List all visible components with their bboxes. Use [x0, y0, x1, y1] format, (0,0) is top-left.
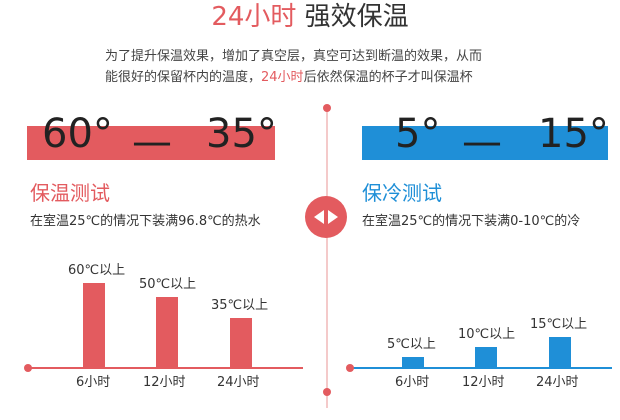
- hot-section-title: 保温测试: [30, 181, 110, 205]
- page-title: 24小时 强效保温: [0, 2, 620, 32]
- description-line-2-end: 后依然保温的杯子才叫保温杯: [303, 70, 473, 85]
- cold-bar-3: [549, 337, 571, 367]
- description-line-2-accent: 24小时: [261, 70, 304, 85]
- hot-range-to: 35°: [206, 111, 277, 157]
- divider-top-dot: [323, 104, 331, 112]
- cold-range-dash: —: [462, 119, 502, 165]
- cold-x-label-1: 6小时: [395, 375, 430, 390]
- cold-chart-baseline: [350, 367, 612, 369]
- cold-bar-1: [402, 357, 424, 367]
- cold-bar-label-2: 10℃以上: [458, 327, 516, 342]
- center-divider: [326, 108, 328, 408]
- center-arrows-icon: [305, 196, 347, 238]
- hot-range-from: 60°: [42, 111, 113, 157]
- cold-bar-label-3: 15℃以上: [530, 317, 588, 332]
- hot-bar-label-3: 35℃以上: [211, 298, 269, 313]
- divider-bottom-dot: [323, 388, 331, 396]
- hot-bar-1: [83, 283, 105, 367]
- cold-section-subtitle: 在室温25℃的情况下装满0-10℃的冷: [362, 214, 581, 229]
- cold-section-title: 保冷测试: [362, 181, 442, 205]
- hot-x-label-3: 24小时: [217, 375, 260, 390]
- cold-range-to: 15°: [538, 111, 609, 157]
- hot-section-subtitle: 在室温25℃的情况下装满96.8℃的热水: [30, 214, 261, 229]
- description-line-1: 为了提升保温效果，增加了真空层，真空可达到断温的效果，从而: [105, 49, 483, 64]
- title-rest: 强效保温: [296, 2, 409, 32]
- hot-range-dash: —: [132, 119, 172, 165]
- description-line-2-start: 能很好的保留杯内的温度，: [105, 70, 262, 85]
- cold-x-label-2: 12小时: [462, 375, 505, 390]
- hot-bar-2: [156, 297, 178, 367]
- cold-baseline-dot: [346, 364, 354, 372]
- hot-bar-label-1: 60℃以上: [68, 263, 126, 278]
- hot-chart-baseline: [28, 367, 303, 369]
- hot-x-label-2: 12小时: [143, 375, 186, 390]
- cold-bar-label-1: 5℃以上: [387, 337, 436, 352]
- title-accent: 24小时: [211, 2, 297, 32]
- hot-x-label-1: 6小时: [76, 375, 111, 390]
- cold-range-from: 5°: [395, 111, 441, 157]
- hot-bar-label-2: 50℃以上: [139, 277, 197, 292]
- hot-bar-3: [230, 318, 252, 367]
- cold-x-label-3: 24小时: [536, 375, 579, 390]
- hot-range-bar: [27, 126, 275, 160]
- hot-baseline-dot: [24, 364, 32, 372]
- cold-bar-2: [475, 347, 497, 367]
- cold-range-bar: [362, 126, 608, 160]
- description: 为了提升保温效果，增加了真空层，真空可达到断温的效果，从而 能很好的保留杯内的温…: [105, 46, 545, 88]
- description-line-2: 能很好的保留杯内的温度，24小时后依然保温的杯子才叫保温杯: [105, 67, 545, 88]
